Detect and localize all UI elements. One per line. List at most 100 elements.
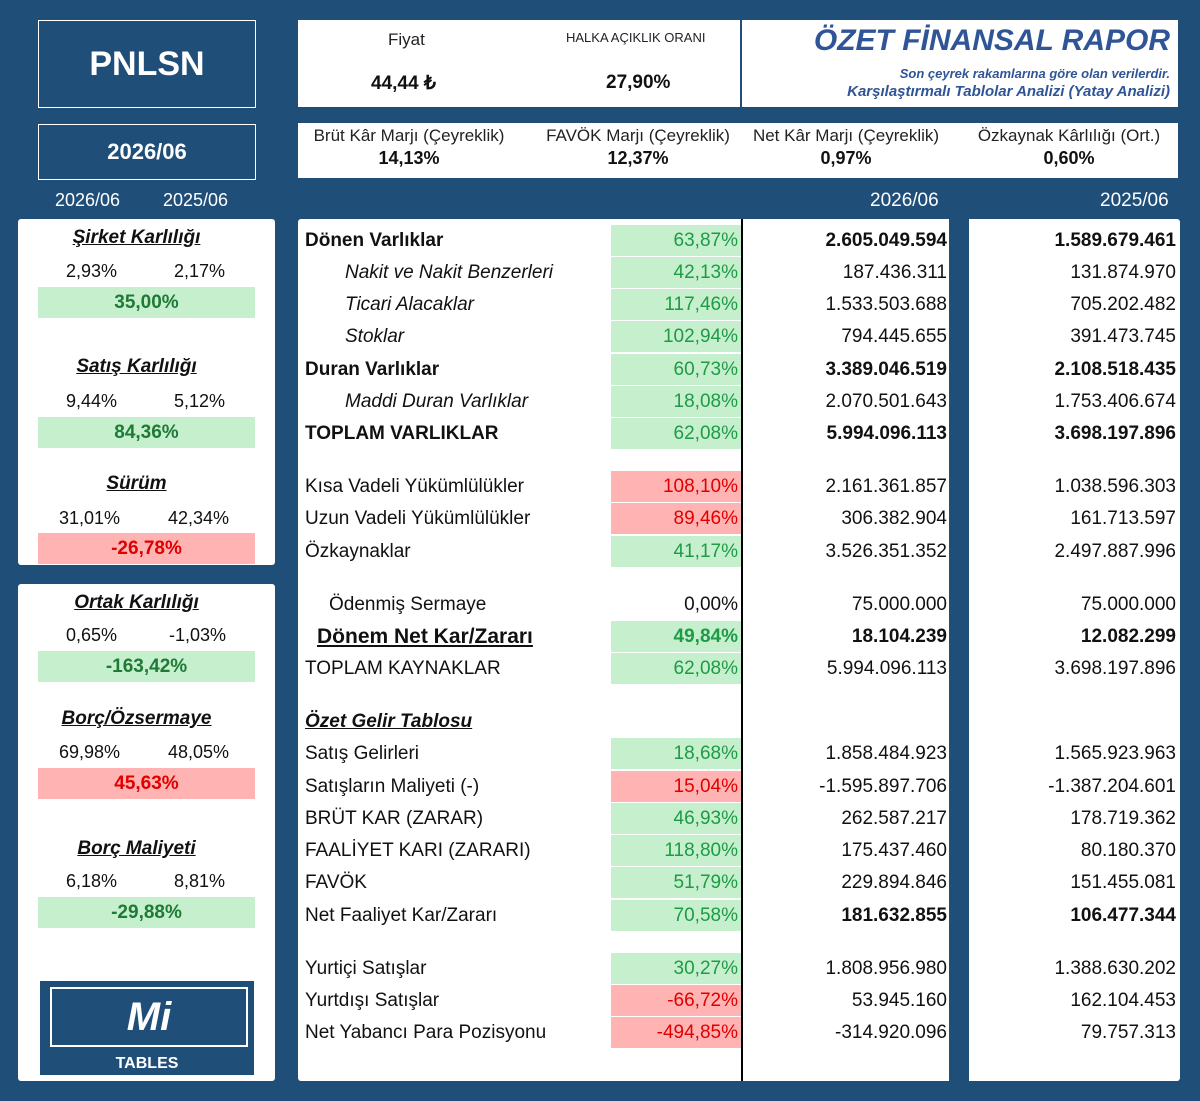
margin-label: Net Kâr Marjı (Çeyreklik) [752,126,940,145]
ratio-previous: 8,81% [174,871,226,891]
row-value-current: 2.070.501.643 [825,391,947,412]
row-change: -66,72% [611,985,741,1016]
financial-table: Dönen Varlıklar 63,87% 2.605.049.594 1.589.… [298,219,1180,1081]
table-row: Ticari Alacaklar 117,46% 1.533.503.688 705.… [298,289,1180,320]
row-change: 117,46% [611,289,741,320]
table-row: Duran Varlıklar 60,73% 3.389.046.519 2.108.… [298,354,1180,385]
row-change: 102,94% [611,321,741,352]
margin-label: Brüt Kâr Marjı (Çeyreklik) [313,126,505,145]
row-change: 18,08% [611,386,741,417]
row-change: 42,13% [611,257,741,288]
row-value-current: 1.808.956.980 [825,958,947,979]
row-label: Dönen Varlıklar [305,230,444,251]
table-row: Uzun Vadeli Yükümlülükler 89,46% 306.382.9… [298,503,1180,534]
row-change: 18,68% [611,738,741,769]
row-value-previous: 75.000.000 [1080,594,1176,615]
report-subtitle-analysis: Karşılaştırmalı Tablolar Analizi (Yatay … [847,83,1170,100]
table-row: FAVÖK 51,79% 229.894.846 151.455.081 [298,867,1180,898]
table-row: Yurtdışı Satışlar -66,72% 53.945.160 162.10… [298,985,1180,1016]
margin-label: FAVÖK Marjı (Çeyreklik) [546,126,730,145]
row-value-previous [971,706,1176,737]
row-change: 51,79% [611,867,741,898]
row-value-previous: 161.713.597 [1070,508,1176,529]
row-value-current: 75.000.000 [851,594,947,615]
row-value-current: 2.161.361.857 [825,476,947,497]
ratio-title: Ortak Karlılığı [74,592,199,613]
row-value-previous: 2.497.887.996 [1054,541,1176,562]
row-label: TOPLAM KAYNAKLAR [305,658,501,679]
table-row: Yurtiçi Satışlar 30,27% 1.808.956.980 1.388… [298,953,1180,984]
row-value-previous: 131.874.970 [1070,262,1176,283]
ratio-title: Sürüm [106,473,167,494]
ratio-change: -26,78% [38,533,255,564]
row-label: Maddi Duran Varlıklar [345,391,529,412]
row-value-previous: 1.753.406.674 [1054,391,1176,412]
row-value-previous: 178.719.362 [1070,808,1176,829]
row-value-previous: 12.082.299 [1080,626,1176,647]
row-value-current: 229.894.846 [841,872,947,893]
row-value-previous: 705.202.482 [1070,294,1176,315]
row-label: Uzun Vadeli Yükümlülükler [305,508,531,529]
ratio-panel-profitability: Şirket Karlılığı 2,93% 2,17% 35,00% Satı… [18,219,275,565]
ratio-change: 45,63% [38,768,255,799]
table-header-current: 2026/06 [870,190,939,211]
margin-gross: Brüt Kâr Marjı (Çeyreklik) 14,13% [298,123,520,169]
row-value-previous: 2.108.518.435 [1054,359,1176,380]
row-value-current: 5.994.096.113 [826,423,947,444]
margin-value: 0,97% [820,148,872,168]
table-row: Ödenmiş Sermaye 0,00% 75.000.000 75.000.000 [298,589,1180,620]
ratio-current: 69,98% [59,742,121,762]
margin-value: 12,37% [607,148,669,168]
row-change: 46,93% [611,803,741,834]
table-row: Satışların Maliyeti (-) 15,04% -1.595.897.… [298,771,1180,802]
table-row: Nakit ve Nakit Benzerleri 42,13% 187.436.3… [298,257,1180,288]
row-value-current: -1.595.897.706 [819,776,947,797]
row-value-current: 2.605.049.594 [825,230,947,251]
margin-label: Özkaynak Kârlılığı (Ort.) [977,126,1161,145]
ratio-current: 0,65% [66,625,118,645]
row-label: Nakit ve Nakit Benzerleri [345,262,554,283]
row-value-current: 3.526.351.352 [825,541,947,562]
table-row: FAALİYET KARI (ZARARI) 118,80% 175.437.460… [298,835,1180,866]
row-label: FAVÖK [305,872,367,893]
mi-tables-logo: Mi TABLES [40,981,254,1075]
row-value-current: 262.587.217 [841,808,947,829]
ratio-current: 6,18% [66,871,118,891]
ratio-previous: 2,17% [174,261,226,281]
row-label: Özet Gelir Tablosu [305,711,473,732]
table-row: Dönen Varlıklar 63,87% 2.605.049.594 1.589.… [298,225,1180,256]
table-row: Özet Gelir Tablosu [298,706,1180,737]
row-value-previous: 1.388.630.202 [1054,958,1176,979]
row-value-previous: 151.455.081 [1070,872,1176,893]
ratio-change: -163,42% [38,651,255,682]
table-header-previous: 2025/06 [1100,190,1169,211]
logo-mark: Mi [50,987,248,1047]
row-change: 49,84% [611,621,741,652]
ticker-box: PNLSN [38,20,256,108]
row-label: Satış Gelirleri [305,743,420,764]
margin-value: 14,13% [378,148,440,168]
ratio-title: Satış Karlılığı [76,356,197,377]
table-row: TOPLAM VARLIKLAR 62,08% 5.994.096.113 3.698… [298,418,1180,449]
row-value-current: 18.104.239 [851,626,947,647]
row-value-previous: 3.698.197.896 [1054,658,1176,679]
ratio-current: 9,44% [66,391,118,411]
row-value-previous: 3.698.197.896 [1054,423,1176,444]
row-value-previous: 1.038.596.303 [1054,476,1176,497]
ratio-current: 2,93% [66,261,118,281]
float-label: HALKA AÇIKLIK ORANI [566,30,706,45]
row-change: 89,46% [611,503,741,534]
row-label: Net Yabancı Para Pozisyonu [305,1022,547,1043]
ratio-title: Şirket Karlılığı [72,227,201,248]
margin-value: 0,60% [1043,148,1095,168]
row-change: 62,08% [611,653,741,684]
row-value-previous: 162.104.453 [1070,990,1176,1011]
ratio-change: 84,36% [38,417,255,448]
ratio-previous: 48,05% [168,742,230,762]
table-row: BRÜT KAR (ZARAR) 46,93% 262.587.217 178.719… [298,803,1180,834]
table-row: Stoklar 102,94% 794.445.655 391.473.745 [298,321,1180,352]
row-change: 0,00% [684,594,738,615]
ratio-previous: 5,12% [174,391,226,411]
row-change: 63,87% [611,225,741,256]
row-label: TOPLAM VARLIKLAR [305,423,499,444]
